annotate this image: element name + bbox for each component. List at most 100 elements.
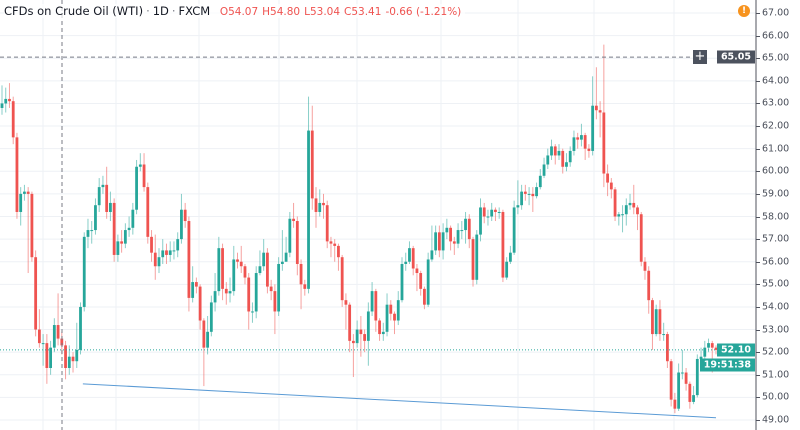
candle [71,352,75,373]
candle-body [396,300,400,321]
candle-body [191,282,195,298]
candle-body [531,193,535,197]
candle-body [651,300,654,335]
candle-body [658,309,662,335]
candle [165,243,168,264]
candle-body [310,130,314,199]
candle-body [467,218,471,240]
candle [307,96,310,294]
candle-body [60,338,64,346]
candle [363,329,367,353]
candle-body [565,162,568,167]
candle [680,349,684,380]
candle-body [337,245,340,258]
candle [112,198,116,262]
candle [692,386,695,405]
candle-body [150,236,153,253]
candle [11,96,15,145]
candle-body [486,216,490,218]
candle [594,67,598,120]
candle [49,340,52,375]
candle-body [621,214,624,216]
candle [236,252,239,269]
candle-body [75,349,79,362]
candle-body [280,261,284,264]
tick-mark [756,397,760,399]
candle [505,257,509,280]
candle-body [269,286,273,292]
candle [288,211,292,258]
candle [527,187,531,206]
tick-mark [756,35,760,37]
candle-body [209,302,213,332]
candle [269,279,273,301]
candle-body [254,273,258,312]
candle [97,178,101,212]
candle-body [26,191,30,194]
candle [90,221,94,244]
ohlc-values: O54.07 H54.80 L53.04 C53.41 -0.66 (-1.21%) [220,6,465,18]
candle [467,214,471,249]
candle [191,266,195,303]
candle [520,184,524,210]
symbol-legend[interactable]: CFDs on Crude Oil (WTI) · 1D · FXCM O54.07 H5… [4,4,466,18]
price-tick: 55.00 [762,278,790,290]
candle [400,257,404,303]
candle [56,293,60,346]
candle-body [508,252,512,262]
candle-body [505,261,509,278]
price-tick: 61.00 [762,143,790,155]
candle-body [643,261,647,271]
candle-body [359,329,363,335]
candle [658,300,662,341]
candle [591,76,595,156]
candle [310,105,314,210]
candle-body [187,221,191,298]
candle-body [423,288,426,305]
candle [258,250,262,276]
price-tick: 57.00 [762,233,790,245]
candle-body [206,331,210,348]
tick-mark [756,58,760,60]
candle [508,245,512,264]
tick-mark [756,261,760,263]
candle-body [602,112,606,174]
candle [150,230,153,262]
candle [636,205,639,231]
candle [82,232,86,312]
candle-body [224,288,228,294]
candle-body [580,135,583,140]
candle-body [666,334,669,362]
candle [423,286,426,310]
candle [228,277,232,303]
candle [415,263,419,292]
candle [445,218,449,240]
candle-body [617,214,621,217]
candle [172,241,176,260]
plus-icon[interactable]: + [693,49,707,65]
candle-body [654,309,658,335]
trendline[interactable] [82,383,717,419]
candle-body [430,250,434,260]
interval: 1D [152,4,169,18]
candle [277,257,281,316]
candle-body [176,239,180,251]
candle [232,245,236,296]
candle-body [434,232,438,251]
candle-body [258,266,262,274]
candle [19,187,23,226]
candle [587,144,591,158]
candle-body [389,304,393,314]
candle [224,282,228,305]
candle [41,334,45,366]
tick-mark [756,284,760,286]
candle [187,216,191,312]
candle-body [292,218,295,222]
candle [202,318,206,387]
candle [217,236,221,296]
exclamation-icon[interactable]: ! [738,5,750,17]
candle-body [587,148,591,151]
candle [45,334,49,384]
candle-body [4,98,8,104]
